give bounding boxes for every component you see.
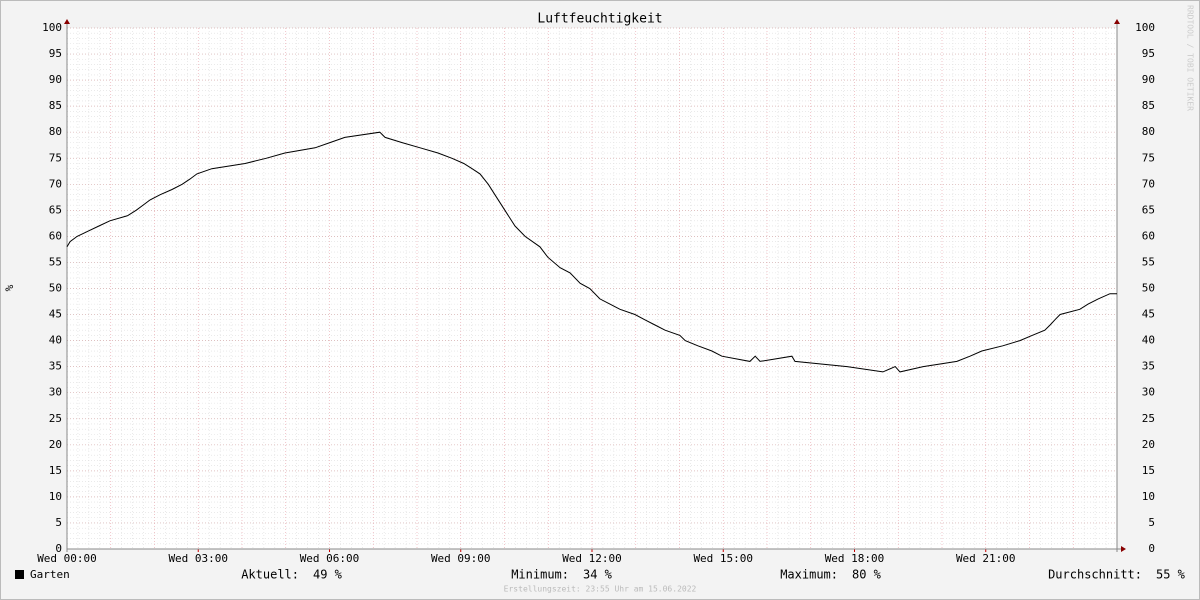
y-tick-label: 75 xyxy=(49,151,62,164)
stat-value: 49 % xyxy=(313,568,343,582)
y-tick-label: 30 xyxy=(49,386,62,399)
y-tick-label-right: 70 xyxy=(1142,177,1155,190)
x-tick-label: Wed 12:00 xyxy=(562,552,622,565)
stat-label: Durchschnitt: xyxy=(1048,568,1142,582)
y-tick-label: 70 xyxy=(49,177,62,190)
y-tick-label-right: 90 xyxy=(1142,73,1155,86)
arrow xyxy=(1121,546,1126,552)
y-tick-label-right: 20 xyxy=(1142,438,1155,451)
y-tick-label-right: 0 xyxy=(1148,542,1155,555)
x-tick-label: Wed 15:00 xyxy=(693,552,753,565)
y-label: % xyxy=(3,284,16,291)
stat-value: 55 % xyxy=(1156,568,1186,582)
x-tick-label: Wed 18:00 xyxy=(825,552,885,565)
y-tick-label-right: 10 xyxy=(1142,490,1155,503)
stat-label: Aktuell: xyxy=(241,568,299,582)
x-tick-label: Wed 06:00 xyxy=(300,552,360,565)
watermark: RRDTOOL / TOBI OETIKER xyxy=(1186,5,1195,111)
footer: Erstellungszeit: 23:55 Uhr am 15.06.2022 xyxy=(504,585,697,594)
x-tick-label: Wed 09:00 xyxy=(431,552,491,565)
y-tick-label: 45 xyxy=(49,308,62,321)
stat-value: 80 % xyxy=(852,568,882,582)
y-tick-label-right: 85 xyxy=(1142,99,1155,112)
y-tick-label-right: 15 xyxy=(1142,464,1155,477)
chart-title: Luftfeuchtigkeit xyxy=(537,12,662,27)
y-tick-label: 15 xyxy=(49,464,62,477)
y-tick-label: 50 xyxy=(49,282,62,295)
legend-label: Garten xyxy=(30,568,70,581)
arrow xyxy=(1114,19,1120,24)
y-tick-label: 100 xyxy=(42,21,62,34)
stat-value: 34 % xyxy=(583,568,613,582)
y-tick-label: 25 xyxy=(49,412,62,425)
stat-label: Maximum: xyxy=(780,568,838,582)
y-tick-label-right: 40 xyxy=(1142,334,1155,347)
y-tick-label: 20 xyxy=(49,438,62,451)
y-tick-label-right: 5 xyxy=(1148,516,1155,529)
y-tick-label: 40 xyxy=(49,334,62,347)
y-tick-label-right: 65 xyxy=(1142,203,1155,216)
y-tick-label-right: 80 xyxy=(1142,125,1155,138)
legend-swatch xyxy=(15,570,24,579)
y-tick-label-right: 45 xyxy=(1142,308,1155,321)
y-tick-label-right: 25 xyxy=(1142,412,1155,425)
y-tick-label: 80 xyxy=(49,125,62,138)
y-tick-label: 5 xyxy=(55,516,62,529)
x-tick-label: Wed 03:00 xyxy=(168,552,228,565)
y-tick-label-right: 55 xyxy=(1142,255,1155,268)
y-tick-label: 35 xyxy=(49,360,62,373)
y-tick-label: 10 xyxy=(49,490,62,503)
y-tick-label-right: 35 xyxy=(1142,360,1155,373)
y-tick-label-right: 30 xyxy=(1142,386,1155,399)
series-line xyxy=(66,131,1117,373)
y-tick-label-right: 100 xyxy=(1135,21,1155,34)
y-tick-label: 65 xyxy=(49,203,62,216)
arrow xyxy=(64,19,70,24)
y-tick-label: 85 xyxy=(49,99,62,112)
stat-label: Minimum: xyxy=(511,568,569,582)
y-tick-label-right: 95 xyxy=(1142,47,1155,60)
y-tick-label-right: 60 xyxy=(1142,229,1155,242)
y-tick-label-right: 50 xyxy=(1142,282,1155,295)
x-tick-label: Wed 00:00 xyxy=(37,552,97,565)
y-tick-label: 0 xyxy=(55,542,62,555)
y-tick-label-right: 75 xyxy=(1142,151,1155,164)
y-tick-label: 55 xyxy=(49,255,62,268)
y-tick-label: 60 xyxy=(49,229,62,242)
y-tick-label: 90 xyxy=(49,73,62,86)
y-tick-label: 95 xyxy=(49,47,62,60)
x-tick-label: Wed 21:00 xyxy=(956,552,1016,565)
